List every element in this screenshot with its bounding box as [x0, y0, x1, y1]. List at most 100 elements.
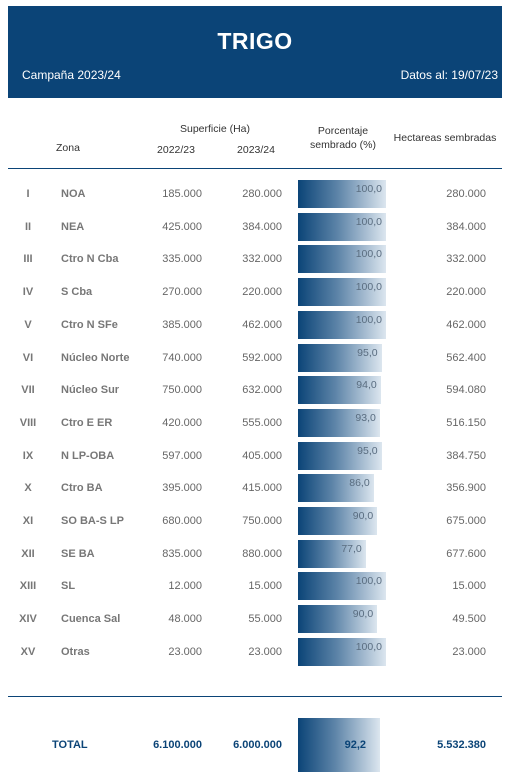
superficie-2023: 280.000 [242, 188, 282, 200]
superficie-2022: 597.000 [162, 449, 202, 462]
zone-name: Núcleo Norte [61, 351, 130, 364]
table-row: X Ctro BA 395.000 415.000 86,0 356.900 [0, 472, 508, 504]
zone-name: NOA [61, 188, 86, 200]
zone-number: IX [22, 449, 34, 462]
superficie-2023: 220.000 [242, 286, 282, 299]
hectareas-sembradas: 332.000 [446, 253, 486, 266]
percentage-value: 86,0 [349, 477, 370, 490]
table-row: I NOA 185.000 280.000 100,0 280.000 [0, 178, 508, 210]
superficie-2023: 880.000 [242, 547, 282, 560]
hectareas-sembradas: 384.750 [446, 449, 486, 462]
percentage-value: 100,0 [355, 313, 382, 326]
percentage-bar [298, 180, 386, 208]
superficie-2023: 592.000 [242, 351, 282, 364]
percentage-bar [298, 637, 386, 666]
table-row: IX N LP-OBA 597.000 405.000 95,0 384.750 [0, 440, 508, 472]
campaign-label: Campaña 2023/24 [22, 68, 121, 82]
percentage-bar [298, 605, 378, 634]
total-percentage-bar [298, 718, 380, 772]
percentage-bar [298, 539, 366, 568]
table-row: V Ctro N SFe 385.000 462.000 100,0 462.000 [0, 309, 508, 341]
superficie-2023: 415.000 [242, 482, 282, 495]
table-row: VI Núcleo Norte 740.000 592.000 95,0 562.400 [0, 342, 508, 374]
zone-number: XII [21, 547, 35, 560]
zone-name: SL [61, 580, 76, 593]
hectareas-sembradas: 280.000 [446, 188, 486, 200]
table-row: IV S Cba 270.000 220.000 100,0 220.000 [0, 276, 508, 308]
percentage-value: 90,0 [352, 608, 374, 621]
superficie-2023: 750.000 [242, 515, 282, 527]
percentage-value: 95,0 [357, 444, 378, 457]
total-row: TOTAL 6.100.000 6.000.000 92,2 5.532.380 [0, 716, 508, 774]
superficie-2022: 420.000 [162, 416, 202, 429]
total-divider [8, 696, 502, 697]
table-row: XIII SL 12.000 15.000 100,0 15.000 [0, 570, 508, 602]
zone-name: Cuenca Sal [61, 613, 121, 626]
superficie-2023: 384.000 [242, 220, 282, 233]
hectareas-sembradas: 677.600 [446, 547, 486, 560]
table-row: VIII Ctro E ER 420.000 555.000 93,0 516.150 [0, 407, 508, 439]
percentage-bar [298, 212, 386, 241]
zone-name: S Cba [61, 286, 93, 299]
zona-header: Zona [56, 142, 80, 154]
hectareas-sembradas: 356.900 [446, 482, 486, 495]
superficie-2022: 835.000 [162, 547, 202, 560]
percentage-bar [298, 507, 378, 535]
percentage-value: 100,0 [355, 640, 382, 653]
total-label: TOTAL [52, 739, 88, 751]
zone-number: III [23, 253, 33, 266]
percentage-value: 94,0 [356, 379, 377, 392]
superficie-2022: 425.000 [162, 220, 202, 233]
porcentaje-header-line1: Porcentaje [317, 125, 369, 137]
percentage-value: 90,0 [352, 510, 374, 522]
percentage-bar [298, 441, 382, 470]
superficie-2023: 555.000 [242, 416, 282, 429]
percentage-value: 95,0 [357, 346, 378, 359]
zone-name: Núcleo Sur [61, 384, 120, 397]
superficie-2023: 332.000 [242, 253, 282, 266]
zone-number: XI [22, 515, 34, 527]
superficie-2023: 15.000 [248, 580, 282, 593]
total-superficie-2023: 6.000.000 [233, 739, 282, 751]
percentage-bar [298, 343, 382, 372]
header-banner: TRIGO Campaña 2023/24 Datos al: 19/07/23 [8, 6, 502, 98]
zone-number: I [26, 188, 30, 200]
percentage-bar [298, 572, 386, 601]
year-2022-header: 2022/23 [157, 144, 195, 156]
zone-number: XIV [19, 613, 37, 626]
table-row: III Ctro N Cba 335.000 332.000 100,0 332.000 [0, 243, 508, 275]
hectareas-sembradas: 562.400 [446, 351, 486, 364]
hectareas-sembradas: 23.000 [452, 645, 486, 658]
total-percentage: 92,2 [344, 739, 366, 751]
total-superficie-2022: 6.100.000 [153, 739, 202, 751]
superficie-2023: 462.000 [242, 318, 282, 331]
zone-name: Ctro N Cba [61, 253, 119, 266]
zone-name: N LP-OBA [61, 449, 115, 462]
superficie-2022: 48.000 [168, 613, 202, 626]
total-hectareas: 5.532.380 [437, 739, 486, 751]
porcentaje-header-line2: sembrado (%) [310, 139, 376, 151]
superficie-2023: 405.000 [242, 449, 282, 462]
zone-number: IV [22, 286, 34, 299]
zone-number: VI [22, 351, 34, 364]
zone-name: Otras [61, 645, 90, 658]
superficie-2022: 395.000 [162, 482, 202, 495]
header-divider [8, 168, 502, 169]
hectareas-sembradas: 220.000 [446, 286, 486, 299]
superficie-2022: 335.000 [162, 253, 202, 266]
superficie-2022: 12.000 [168, 580, 202, 593]
data-date-label: Datos al: 19/07/23 [400, 68, 498, 82]
percentage-bar [298, 310, 386, 339]
percentage-value: 100,0 [355, 215, 382, 228]
zone-number: VIII [19, 416, 37, 429]
percentage-bar [298, 474, 374, 503]
hectareas-sembradas: 384.000 [446, 220, 486, 233]
percentage-value: 100,0 [355, 183, 382, 195]
zone-number: XV [20, 645, 36, 658]
percentage-bar [298, 278, 386, 307]
percentage-bar [298, 376, 381, 405]
percentage-bar [298, 408, 380, 437]
hectareas-sembradas: 516.150 [446, 416, 486, 429]
zone-name: Ctro E ER [61, 416, 113, 429]
table-row: XV Otras 23.000 23.000 100,0 23.000 [0, 636, 508, 668]
